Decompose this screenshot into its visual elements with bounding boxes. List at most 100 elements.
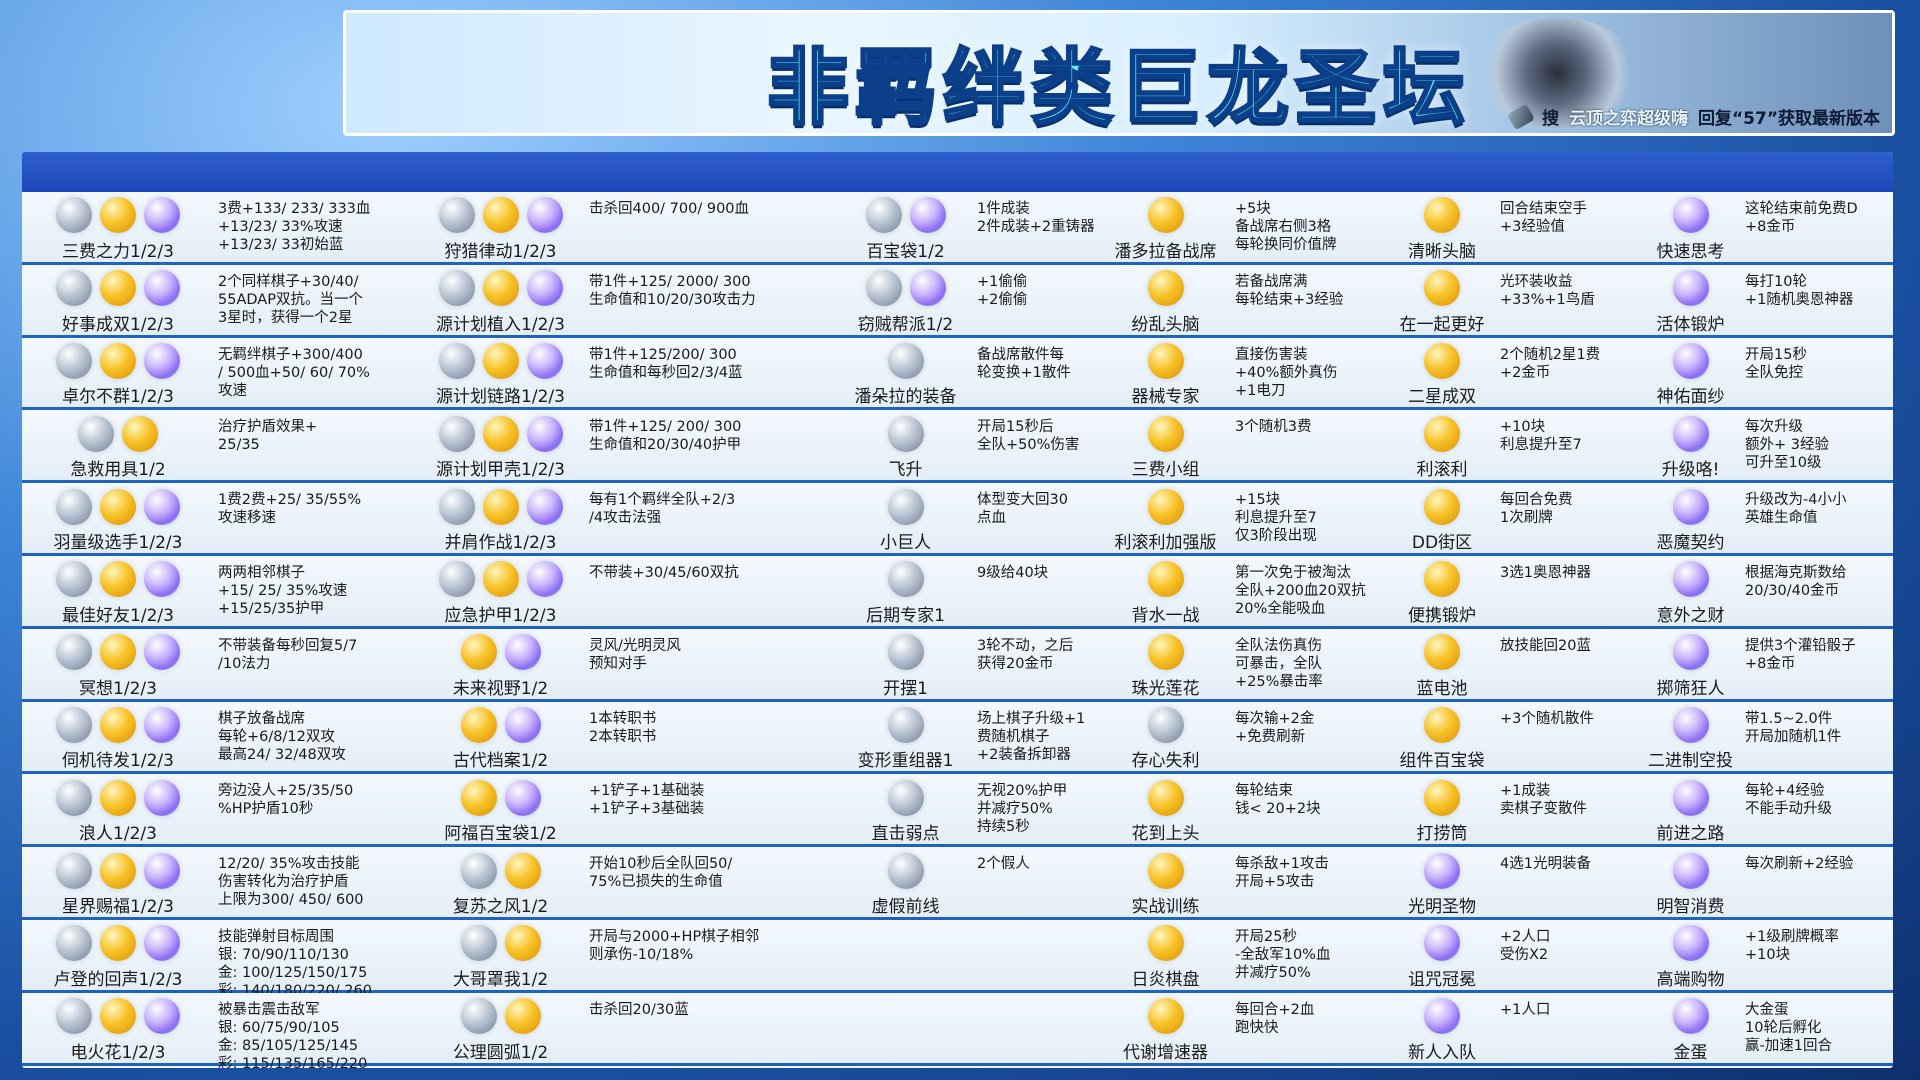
augment-description: +1人口 [1496,992,1640,1066]
augment-card: DD街区 [1388,483,1496,556]
prism-augment-icon [144,342,180,379]
silver-augment-icon [887,488,924,525]
augment-name: 急救用具1/2 [70,460,166,481]
silver-augment-icon [78,415,114,452]
gold-augment-icon [1147,342,1184,379]
gold-augment-icon [100,270,136,307]
promo-account: 云顶之弈超级嗨 [1568,109,1688,129]
prism-augment-icon [144,998,180,1035]
gold-augment-icon [100,852,136,889]
gold-augment-icon [1147,270,1184,307]
augment-card: 日炎棋盘 [1100,919,1231,993]
augment-description: 直接伤害装 +40%额外真伤 +1电刀 [1231,337,1388,411]
augment-name: 升级咯! [1661,460,1720,481]
prism-augment-icon [526,342,563,379]
augment-card: 冥想1/2/3 [22,628,214,702]
augment-card: 源计划甲壳1/2/3 [416,410,585,484]
augment-tier-icons [1672,269,1709,308]
silver-augment-icon [460,852,497,889]
silver-augment-icon [438,197,475,234]
gold-augment-icon [1424,342,1460,379]
augment-description: 放技能回20蓝 [1496,628,1640,702]
augment-name: 意外之财 [1656,605,1725,626]
augment-tier-icons [1424,560,1460,599]
augment-name: 三费之力1/2/3 [62,241,174,262]
augment-name: 快速思考 [1656,241,1725,262]
augment-name: 代谢增速器 [1123,1042,1208,1063]
augment-tier-icons [1147,269,1184,308]
augment-tier-icons [1424,633,1460,672]
augment-name: 诅咒冠冕 [1408,969,1476,990]
augment-table: 三费之力1/2/3 3费+133/ 233/ 333血 +13/23/ 33%攻速… [22,152,1893,1068]
gold-augment-icon [100,925,136,962]
augment-tier-icons [1424,706,1460,745]
augment-card: 三费之力1/2/3 [22,192,214,265]
augment-name: 打捞筒 [1416,824,1468,845]
silver-augment-icon [438,415,475,452]
gold-augment-icon [482,342,519,379]
gold-augment-icon [100,197,136,234]
gold-augment-icon [1147,415,1184,452]
augment-tier-icons [1672,560,1709,599]
augment-description: 两两相邻棋子 +15/ 25/ 35%攻速 +15/25/35护甲 [214,555,416,629]
augment-tier-icons [1672,342,1709,381]
augment-name: 源计划甲壳1/2/3 [436,460,565,481]
augment-description: 带1件+125/ 2000/ 300 生命值和10/20/30攻击力 [585,264,838,338]
augment-description: 每杀敌+1攻击 开局+5攻击 [1231,847,1388,920]
augment-card: 活体锻炉 [1640,264,1741,338]
augment-tier-icons [56,560,180,599]
augment-name: 百宝袋1/2 [866,241,945,262]
augment-name: 潘朵拉的装备 [854,387,957,408]
augment-tier-icons [78,414,158,453]
gold-augment-icon [100,998,136,1035]
augment-name: 器械专家 [1131,387,1200,408]
augment-card: 利滚利加强版 [1100,483,1231,556]
augment-tier-icons [460,997,541,1036]
augment-card: 直击弱点 [838,774,973,848]
augment-name: 变形重组器1 [857,751,954,772]
augment-name: 狩猎律动1/2/3 [444,241,557,262]
augment-name: 恶魔契约 [1656,532,1725,553]
augment-description: 回合结束空手 +3经验值 [1496,192,1640,265]
augment-tier-icons [887,560,924,599]
augment-name: 羽量级选手1/2/3 [53,532,183,553]
gold-augment-icon [1424,779,1460,816]
gold-augment-icon [460,634,497,671]
prism-augment-icon [1672,634,1709,671]
prism-augment-icon [1672,706,1709,743]
augment-card: 组件百宝袋 [1388,701,1496,775]
augment-card: 二进制空投 [1640,701,1741,775]
augment-card: 背水一战 [1100,555,1231,629]
augment-description: 每次刷新+2经验 [1741,847,1893,920]
augment-description: 治疗护盾效果+ 25/35 [214,410,416,484]
augment-card: 并肩作战1/2/3 [416,483,585,556]
augment-name: 未来视野1/2 [452,678,549,699]
gold-augment-icon [1147,779,1184,816]
augment-card: 好事成双1/2/3 [22,264,214,338]
augment-card: 源计划链路1/2/3 [416,337,585,411]
augment-grid: 三费之力1/2/3 3费+133/ 233/ 333血 +13/23/ 33%攻速… [22,192,1893,1068]
prism-augment-icon [1672,998,1709,1035]
augment-tier-icons [438,269,563,308]
promo-reply: 回复“57”获取最新版本 [1697,109,1880,129]
augment-name: DD街区 [1411,532,1473,553]
silver-augment-icon [56,561,92,598]
prism-augment-icon [1424,925,1460,962]
augment-description: 开局15秒后 全队+50%伤害 [973,410,1100,484]
augment-name: 小巨人 [880,532,931,553]
silver-augment-icon [56,925,92,962]
augment-card: 三费小组 [1100,410,1231,484]
augment-description: +15块 利息提升至7 仅3阶段出现 [1231,483,1388,556]
augment-tier-icons [1147,851,1184,890]
augment-name: 利滚利加强版 [1114,532,1217,553]
augment-tier-icons [1424,414,1460,453]
gold-augment-icon [1424,706,1460,743]
augment-description: 体型变大回30 点血 [973,483,1100,556]
silver-augment-icon [865,270,902,307]
silver-augment-icon [438,342,475,379]
gold-augment-icon [1147,852,1184,889]
augment-card: 潘朵拉的装备 [838,337,973,411]
augment-description: +2人口 受伤X2 [1496,919,1640,993]
prism-augment-icon [526,415,563,452]
augment-name: 高端购物 [1656,969,1725,990]
